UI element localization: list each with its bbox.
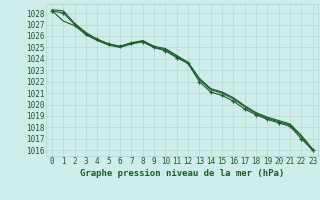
X-axis label: Graphe pression niveau de la mer (hPa): Graphe pression niveau de la mer (hPa) xyxy=(80,169,284,178)
